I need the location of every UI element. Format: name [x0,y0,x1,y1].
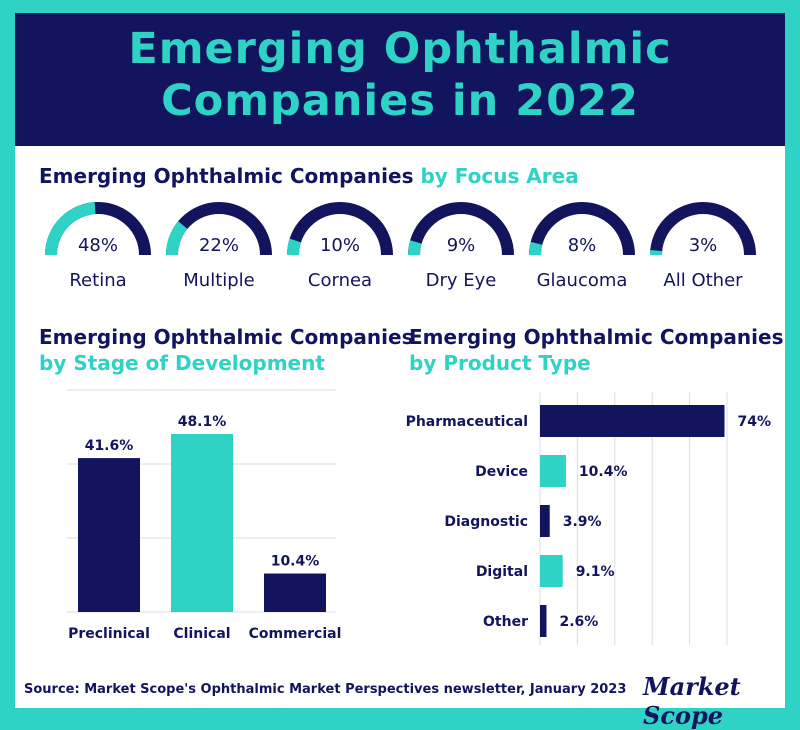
gauge-value-retina: 48% [78,235,118,256]
gauge-fill-glaucoma [535,243,536,255]
market-scope-logo: Market Scope [643,672,800,730]
product-category-other: Other [483,614,528,630]
product-value-other: 2.6% [559,614,598,630]
product-bar-diagnostic [540,505,550,537]
stage-category-preclinical: Preclinical [68,626,150,642]
stage-bar-preclinical [78,458,140,612]
gauge-fill-dry-eye [414,242,416,255]
gauge-value-all-other: 3% [689,235,718,256]
stage-bar-chart: 41.6% Preclinical 48.1% Clinical 10.4% Commer… [67,390,341,642]
stage-category-commercial: Commercial [249,626,342,642]
product-value-diagnostic: 3.9% [563,514,602,530]
product-category-pharmaceutical: Pharmaceutical [406,414,528,430]
product-value-device: 10.4% [579,464,628,480]
gauge-value-glaucoma: 8% [568,235,597,256]
stage-value-clinical: 48.1% [178,414,227,430]
gauge-fill-multiple [172,225,183,255]
product-bar-digital [540,555,563,587]
gauge-value-dry-eye: 9% [447,235,476,256]
product-bar-device [540,455,566,487]
stage-bar-clinical [171,434,233,612]
gauge-value-cornea: 10% [320,235,360,256]
stage-value-commercial: 10.4% [271,554,320,570]
gauge-label-multiple: Multiple [183,270,255,291]
product-value-digital: 9.1% [576,564,615,580]
gauge-label-dry-eye: Dry Eye [426,270,497,291]
product-category-device: Device [475,464,528,480]
stage-bar-commercial [264,574,326,612]
product-bar-other [540,605,546,637]
product-value-pharmaceutical: 74% [738,414,772,430]
product-category-digital: Digital [476,564,528,580]
gauge-label-cornea: Cornea [308,270,372,291]
gauge-label-retina: Retina [69,270,126,291]
stage-category-clinical: Clinical [173,626,230,642]
product-category-diagnostic: Diagnostic [444,514,528,530]
stage-value-preclinical: 41.6% [85,438,134,454]
product-bar-pharmaceutical [540,405,725,437]
gauge-fill-cornea [293,240,295,255]
source-note: Source: Market Scope's Ophthalmic Market… [24,682,626,697]
focus-area-gauges: 48% Retina 22% Multiple 10% Cornea 9% Dry Eye 8%… [51,208,750,291]
gauge-label-glaucoma: Glaucoma [537,270,628,291]
gauge-value-multiple: 22% [199,235,239,256]
product-bar-chart: Pharmaceutical 74% Device 10.4% Diagnostic 3.… [406,392,771,645]
gauge-label-all-other: All Other [663,270,743,291]
